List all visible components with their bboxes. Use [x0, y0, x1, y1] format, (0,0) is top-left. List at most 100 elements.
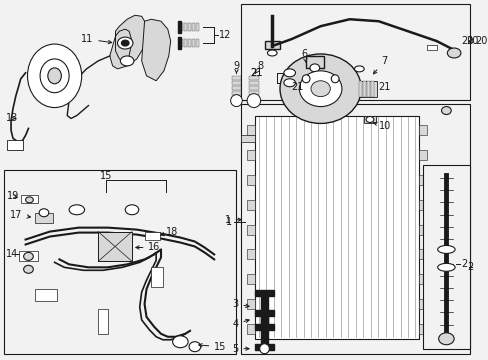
Ellipse shape — [27, 44, 81, 108]
Bar — [246, 200, 254, 210]
Bar — [248, 86, 258, 90]
Text: 8: 8 — [254, 61, 264, 74]
Text: 20: 20 — [460, 36, 472, 46]
Text: 6: 6 — [301, 49, 307, 62]
Bar — [260, 294, 268, 324]
Ellipse shape — [284, 69, 295, 77]
Ellipse shape — [121, 40, 129, 46]
Ellipse shape — [172, 336, 188, 348]
Bar — [178, 21, 181, 33]
Ellipse shape — [189, 342, 200, 352]
Ellipse shape — [40, 59, 69, 93]
Bar — [195, 23, 198, 31]
Text: 15: 15 — [100, 171, 112, 181]
Bar — [231, 76, 241, 80]
Ellipse shape — [299, 71, 341, 107]
Ellipse shape — [438, 333, 453, 345]
Bar — [246, 225, 254, 235]
Ellipse shape — [23, 265, 33, 273]
Text: 4: 4 — [232, 319, 249, 329]
Bar — [246, 175, 254, 185]
Bar — [254, 116, 419, 339]
Bar — [419, 225, 426, 235]
Bar — [254, 310, 274, 316]
Bar — [192, 39, 195, 47]
Bar — [364, 116, 375, 123]
Text: 1: 1 — [224, 215, 241, 225]
Text: 12: 12 — [219, 30, 231, 40]
Bar — [180, 23, 183, 31]
Ellipse shape — [354, 66, 364, 72]
Text: 21: 21 — [378, 82, 390, 92]
Ellipse shape — [310, 81, 329, 96]
Bar — [180, 39, 183, 47]
Bar — [231, 81, 241, 85]
Bar — [246, 125, 254, 135]
Bar — [422, 165, 468, 349]
Text: 2: 2 — [460, 259, 466, 269]
Text: 9: 9 — [233, 61, 239, 74]
Bar — [363, 81, 366, 96]
Bar — [370, 81, 373, 96]
Text: 17: 17 — [10, 210, 30, 220]
Ellipse shape — [23, 252, 33, 260]
Text: 20: 20 — [468, 36, 487, 46]
Bar — [246, 324, 254, 334]
Ellipse shape — [447, 48, 460, 58]
Ellipse shape — [309, 64, 319, 72]
Bar — [419, 249, 426, 260]
Bar — [188, 23, 191, 31]
Bar — [248, 91, 258, 95]
Bar — [305, 56, 323, 68]
Bar — [20, 195, 38, 203]
Ellipse shape — [366, 117, 373, 122]
Text: 21: 21 — [291, 82, 304, 92]
Bar — [260, 314, 268, 344]
Bar — [419, 324, 426, 334]
Bar — [246, 249, 254, 260]
Bar — [231, 91, 241, 95]
Bar — [248, 76, 258, 80]
Bar — [246, 299, 254, 309]
Bar — [7, 140, 22, 150]
Ellipse shape — [120, 56, 134, 66]
Bar — [98, 309, 107, 334]
Bar — [246, 274, 254, 284]
Bar — [188, 39, 191, 47]
Bar — [426, 45, 436, 50]
Bar — [419, 175, 426, 185]
Bar — [419, 299, 426, 309]
Bar — [254, 290, 274, 296]
Bar — [241, 104, 468, 354]
Text: 16: 16 — [136, 243, 161, 252]
Bar — [264, 41, 280, 49]
Bar — [419, 200, 426, 210]
Text: 10: 10 — [372, 121, 390, 131]
Text: 11: 11 — [81, 34, 111, 44]
Ellipse shape — [48, 68, 61, 84]
Text: 3: 3 — [232, 299, 248, 309]
Ellipse shape — [437, 246, 454, 253]
Bar — [192, 23, 195, 31]
Bar — [254, 324, 274, 330]
Bar — [184, 23, 187, 31]
Bar — [4, 170, 236, 354]
Bar — [419, 274, 426, 284]
Text: 13: 13 — [6, 113, 19, 123]
Text: 21: 21 — [250, 68, 262, 78]
Bar — [98, 231, 132, 261]
Ellipse shape — [302, 75, 309, 83]
Bar — [419, 125, 426, 135]
Ellipse shape — [125, 205, 139, 215]
Bar — [419, 150, 426, 160]
Ellipse shape — [69, 205, 84, 215]
Ellipse shape — [267, 50, 277, 56]
Ellipse shape — [25, 197, 33, 203]
Bar — [366, 81, 369, 96]
Ellipse shape — [259, 344, 269, 354]
Text: 20: 20 — [466, 36, 478, 46]
Bar — [144, 231, 160, 239]
Text: 14: 14 — [6, 249, 19, 260]
Text: 5: 5 — [232, 344, 248, 354]
Bar — [231, 86, 241, 90]
